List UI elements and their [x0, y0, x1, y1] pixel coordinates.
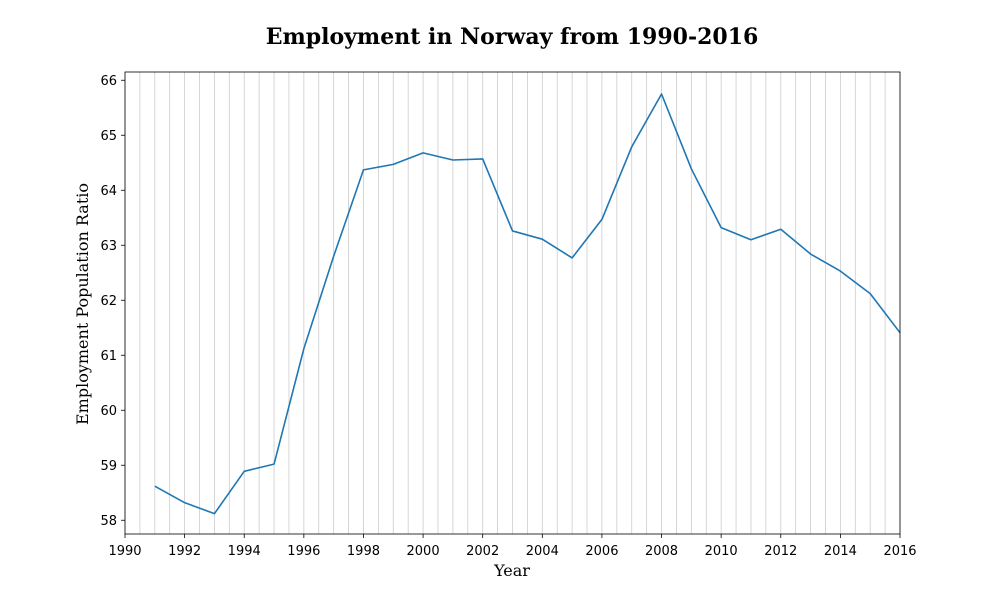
x-tick-label: 1992: [168, 544, 201, 559]
y-tick-label: 65: [100, 129, 117, 144]
axes: [124, 71, 901, 535]
data-point: [303, 347, 305, 349]
y-tick-label: 63: [100, 239, 117, 254]
data-point: [213, 512, 215, 514]
plot-frame: [124, 71, 901, 535]
x-tick-label: 1990: [108, 544, 141, 559]
y-tick-label: 58: [100, 514, 117, 529]
data-point: [720, 226, 722, 228]
data-point: [362, 169, 364, 171]
data-point: [660, 93, 662, 95]
x-tick-label: 2008: [645, 544, 678, 559]
x-tick-label: 2010: [705, 544, 738, 559]
grid: [124, 72, 901, 534]
series-line: [154, 93, 901, 515]
x-tick-label: 1994: [228, 544, 261, 559]
data-point: [690, 168, 692, 170]
data-point: [809, 253, 811, 255]
data-point: [422, 152, 424, 154]
x-tick-label: 2016: [883, 544, 916, 559]
x-tick-label: 2014: [824, 544, 857, 559]
data-point: [869, 292, 871, 294]
data-point: [243, 470, 245, 472]
tick-layer: 1990 1992 1994 1996 1998 2000 2002 2004 2006 2008…: [100, 74, 916, 559]
data-point: [273, 463, 275, 465]
y-tick-label: 59: [100, 459, 117, 474]
y-tick-label: 60: [100, 404, 117, 419]
data-point: [183, 501, 185, 503]
data-point: [601, 218, 603, 220]
chart-title: Employment in Norway from 1990-2016: [266, 24, 759, 50]
data-point: [839, 270, 841, 272]
data-point: [541, 238, 543, 240]
y-axis-label: Employment Population Ratio: [73, 183, 92, 425]
data-point: [154, 485, 156, 487]
data-point: [750, 239, 752, 241]
x-axis-label: Year: [493, 561, 530, 580]
data-point: [631, 146, 633, 148]
x-tick-label: 1996: [287, 544, 320, 559]
series-layer: [154, 93, 901, 515]
x-tick-label: 2012: [764, 544, 797, 559]
x-tick-label: 2000: [407, 544, 440, 559]
x-tick-label: 1998: [347, 544, 380, 559]
y-tick-label: 62: [100, 294, 117, 309]
y-tick-label: 61: [100, 349, 117, 364]
x-tick-label: 2004: [526, 544, 559, 559]
data-point: [481, 158, 483, 160]
y-tick-label: 66: [100, 74, 117, 89]
data-point: [332, 255, 334, 257]
data-point: [392, 163, 394, 165]
x-tick-label: 2002: [466, 544, 499, 559]
data-point: [780, 228, 782, 230]
data-point: [511, 230, 513, 232]
y-tick-label: 64: [100, 184, 117, 199]
data-point: [571, 257, 573, 259]
x-tick-label: 2006: [585, 544, 618, 559]
data-point: [452, 159, 454, 161]
